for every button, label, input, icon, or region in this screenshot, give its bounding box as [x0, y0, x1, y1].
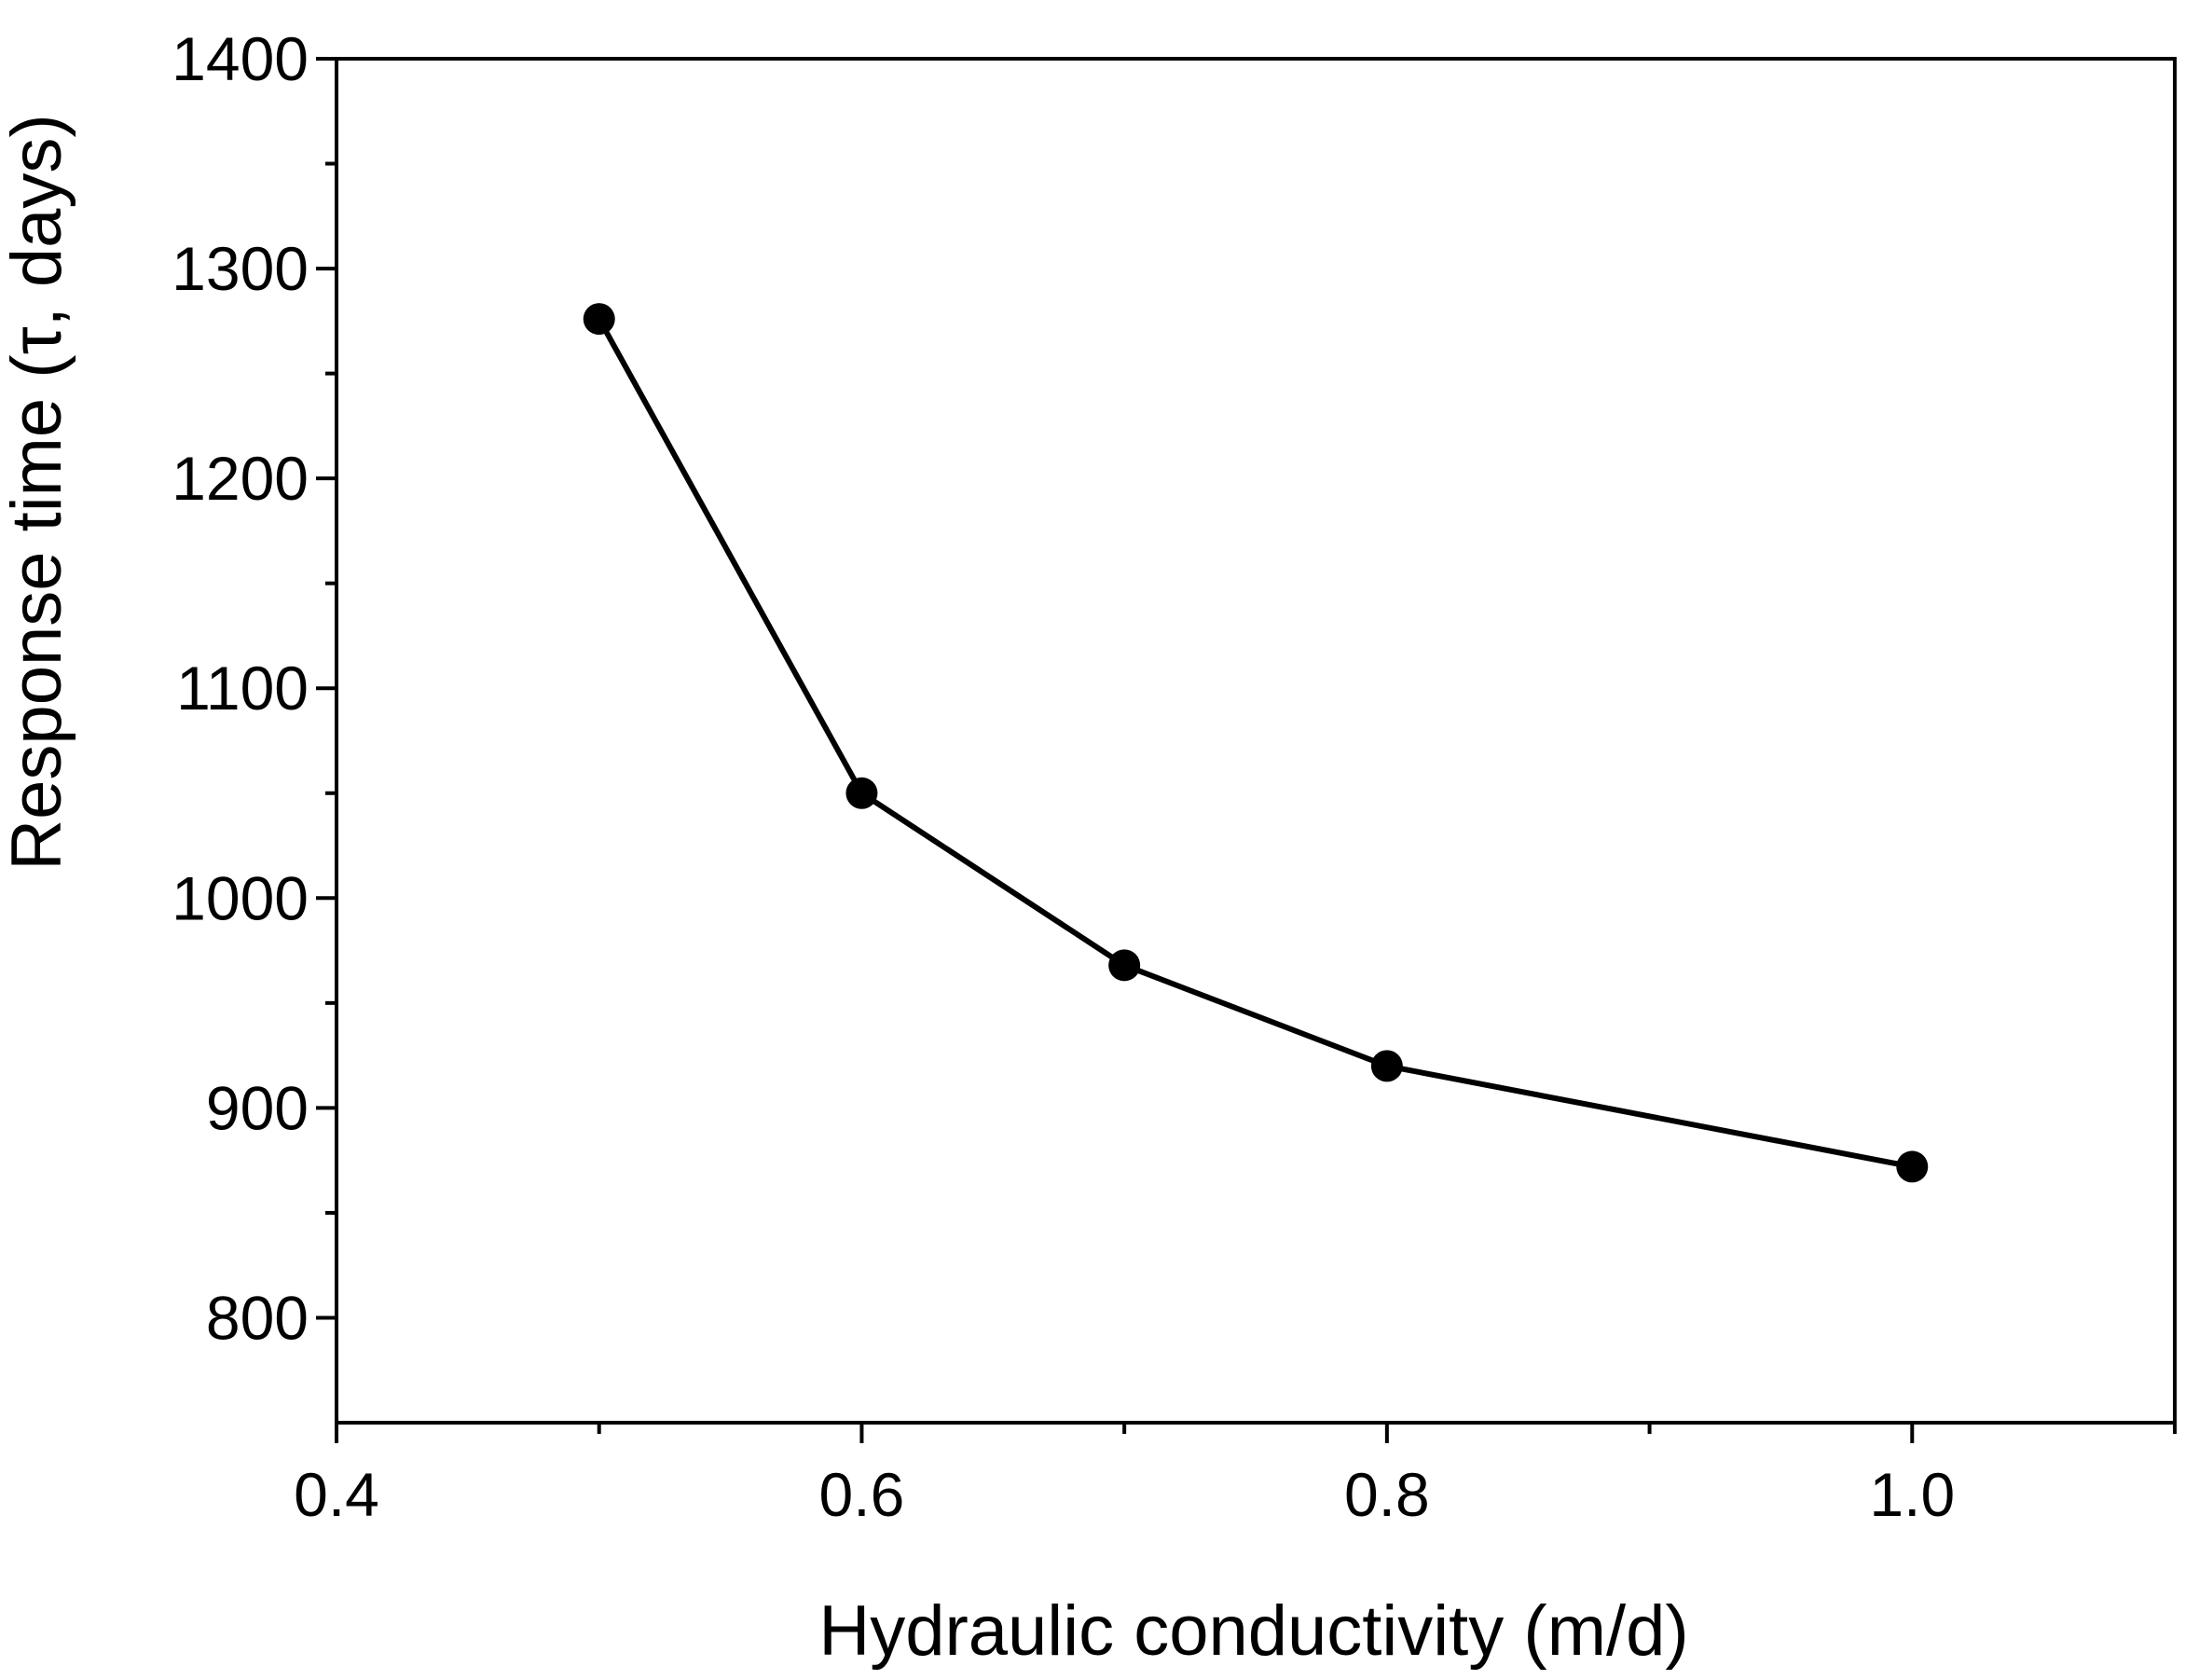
y-tick-label: 1200: [172, 444, 309, 513]
data-point: [1370, 1050, 1403, 1082]
x-tick-label: 0.8: [1344, 1460, 1430, 1529]
data-point: [1108, 949, 1141, 982]
data-point: [845, 777, 878, 809]
data-point: [583, 303, 615, 336]
x-tick-label: 0.4: [294, 1460, 379, 1529]
y-tick-label: 1000: [172, 863, 309, 932]
y-tick-label: 1400: [172, 24, 309, 93]
plot-frame: [335, 57, 2177, 1425]
x-axis-label: Hydraulic conductivity (m/d): [818, 1591, 1688, 1671]
x-tick-label: 1.0: [1869, 1460, 1955, 1529]
y-tick-label: 900: [206, 1073, 309, 1142]
data-point: [1896, 1150, 1929, 1183]
y-tick-label: 800: [206, 1283, 309, 1352]
series-layer: [583, 303, 1929, 1183]
series-line: [597, 317, 1913, 1170]
y-tick-label: 1300: [172, 234, 309, 303]
x-tick-label: 0.6: [819, 1460, 905, 1529]
y-tick-label: 1100: [176, 654, 309, 723]
y-axis-label: Response time (τ, days): [0, 114, 76, 870]
axes: 0.4 0.6 0.8 1.0 800 900 1000 1100 1200 1300 1400: [172, 24, 2177, 1529]
